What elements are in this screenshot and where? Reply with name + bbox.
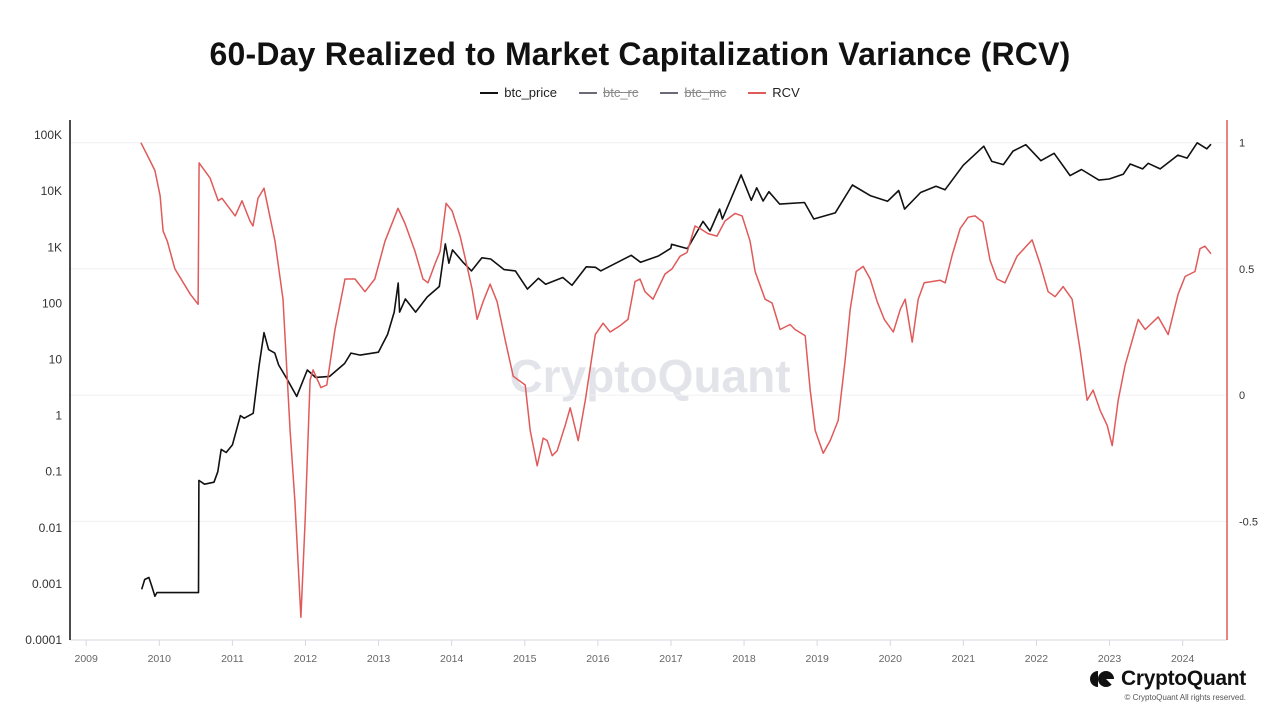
x-tick-label: 2018 bbox=[732, 653, 756, 665]
x-tick-label: 2016 bbox=[586, 653, 610, 665]
watermark: CryptoQuant bbox=[509, 350, 790, 402]
cryptoquant-logo-icon bbox=[1089, 671, 1114, 687]
x-tick-label: 2010 bbox=[148, 653, 172, 665]
x-tick-label: 2023 bbox=[1098, 653, 1122, 665]
x-tick-label: 2024 bbox=[1171, 653, 1195, 665]
brand-name: CryptoQuant bbox=[1120, 667, 1246, 690]
y-left-tick-label: 10 bbox=[49, 353, 63, 367]
copyright: © CryptoQuant All rights reserved. bbox=[1124, 693, 1247, 702]
x-tick-label: 2021 bbox=[952, 653, 976, 665]
y-left-tick-label: 10K bbox=[41, 184, 62, 198]
legend-swatch bbox=[748, 91, 767, 94]
x-tick-label: 2020 bbox=[879, 653, 903, 665]
legend-swatch bbox=[660, 91, 679, 94]
series-line-rcv bbox=[140, 142, 1212, 619]
legend-label: btc_price bbox=[504, 85, 557, 100]
y-left-tick-label: 100 bbox=[42, 296, 62, 310]
legend-label: RCV bbox=[772, 85, 800, 100]
x-tick-label: 2012 bbox=[294, 653, 318, 665]
chart-title: 60-Day Realized to Market Capitalization… bbox=[209, 36, 1071, 72]
legend-swatch bbox=[578, 91, 597, 94]
x-tick-label: 2015 bbox=[513, 653, 537, 665]
y-left-tick-label: 0.01 bbox=[39, 521, 63, 535]
y-left-tick-label: 1 bbox=[55, 409, 62, 423]
x-tick-label: 2011 bbox=[221, 653, 244, 665]
x-tick-label: 2013 bbox=[367, 653, 391, 665]
y-left-tick-label: 0.001 bbox=[32, 577, 62, 591]
y-left-tick-label: 0.0001 bbox=[25, 633, 62, 647]
y-right-tick-label: -0.5 bbox=[1239, 516, 1258, 528]
legend-item-btc-price[interactable]: btc_price bbox=[480, 85, 557, 100]
x-tick-label: 2022 bbox=[1025, 653, 1049, 665]
brand-logo: CryptoQuant bbox=[1089, 667, 1246, 691]
x-tick-label: 2009 bbox=[74, 653, 98, 665]
legend-item-btc-rc[interactable]: btc_rc bbox=[578, 85, 639, 100]
y-right-tick-label: 0.5 bbox=[1239, 264, 1254, 276]
x-tick-label: 2014 bbox=[440, 653, 464, 665]
y-right-tick-label: 0 bbox=[1239, 390, 1245, 402]
series-line-btc-price bbox=[140, 142, 1212, 598]
y-right-tick-label: 1 bbox=[1239, 138, 1245, 150]
legend-label: btc_rc bbox=[602, 85, 639, 100]
legend-item-btc-mc[interactable]: btc_mc bbox=[660, 85, 726, 100]
legend-swatch bbox=[480, 91, 499, 94]
y-left-tick-label: 1K bbox=[47, 240, 62, 254]
x-tick-label: 2017 bbox=[659, 653, 683, 665]
legend: btc_price btc_rc btc_mc RCV bbox=[0, 85, 1280, 100]
x-tick-label: 2019 bbox=[805, 653, 829, 665]
legend-item-rcv[interactable]: RCV bbox=[748, 85, 800, 100]
y-left-tick-label: 100K bbox=[34, 128, 62, 142]
y-left-tick-label: 0.1 bbox=[45, 465, 62, 479]
legend-label: btc_mc bbox=[684, 85, 727, 100]
